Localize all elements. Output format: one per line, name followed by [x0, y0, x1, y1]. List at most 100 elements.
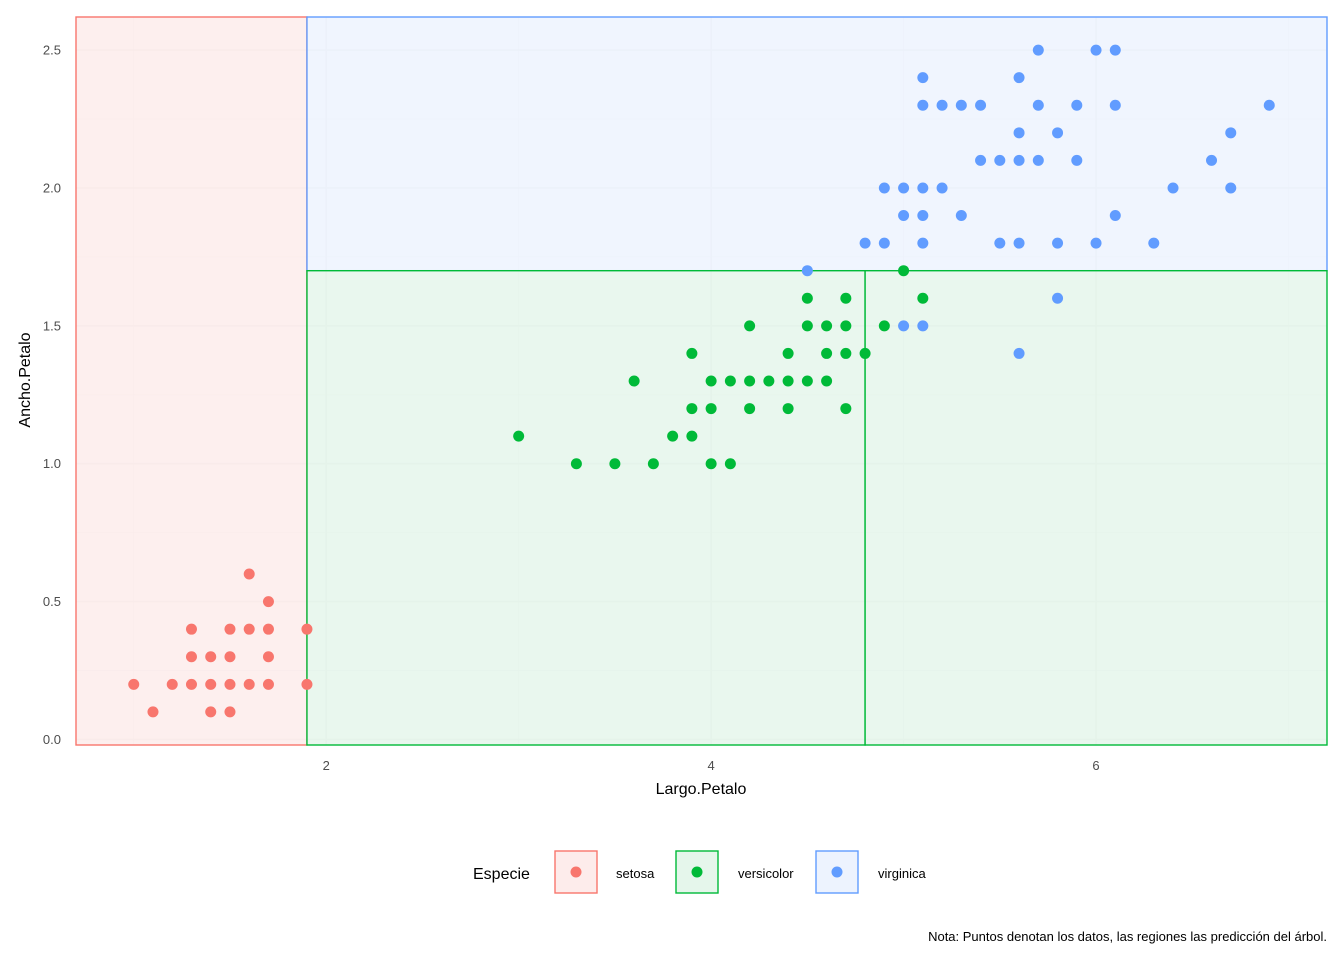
point-virginica	[936, 99, 948, 111]
point-setosa	[185, 651, 197, 663]
point-versicolor	[744, 403, 756, 415]
point-setosa	[185, 678, 197, 690]
region-setosa	[75, 16, 308, 746]
point-setosa	[262, 678, 274, 690]
point-virginica	[994, 154, 1006, 166]
point-virginica	[1071, 154, 1083, 166]
y-tick-label: 0.5	[43, 594, 61, 609]
point-virginica	[955, 210, 967, 222]
point-virginica	[1052, 237, 1064, 249]
region-virginica	[306, 16, 1328, 272]
point-setosa	[185, 623, 197, 635]
point-virginica	[1013, 154, 1025, 166]
point-setosa	[243, 678, 255, 690]
point-virginica	[1090, 44, 1102, 56]
point-virginica	[936, 182, 948, 194]
point-versicolor	[686, 430, 698, 442]
point-virginica	[1109, 99, 1121, 111]
x-tick-label: 2	[323, 758, 330, 773]
legend-key-point-virginica	[831, 866, 843, 878]
chart-caption: Nota: Puntos denotan los datos, las regi…	[928, 929, 1327, 944]
point-versicolor	[821, 320, 833, 332]
point-virginica	[1071, 99, 1083, 111]
y-axis-tick-labels: 0.0 0.5 1.0 1.5 2.0 2.5	[43, 43, 61, 747]
point-setosa	[224, 706, 236, 718]
point-setosa	[128, 678, 140, 690]
point-setosa	[205, 706, 217, 718]
point-versicolor	[782, 375, 794, 387]
point-versicolor	[763, 375, 775, 387]
point-virginica	[1032, 44, 1044, 56]
point-virginica	[1013, 237, 1025, 249]
point-virginica	[898, 210, 910, 222]
point-versicolor	[801, 320, 813, 332]
point-versicolor	[724, 458, 736, 470]
point-versicolor	[801, 375, 813, 387]
point-virginica	[1052, 127, 1064, 139]
point-versicolor	[801, 292, 813, 304]
point-versicolor	[724, 375, 736, 387]
point-versicolor	[840, 320, 852, 332]
region-versicolor	[306, 269, 866, 746]
point-virginica	[1090, 237, 1102, 249]
point-setosa	[224, 651, 236, 663]
point-setosa	[224, 678, 236, 690]
point-versicolor	[628, 375, 640, 387]
point-setosa	[205, 651, 217, 663]
point-versicolor	[513, 430, 525, 442]
point-virginica	[1032, 99, 1044, 111]
point-setosa	[147, 706, 159, 718]
point-virginica	[917, 320, 929, 332]
point-virginica	[1052, 292, 1064, 304]
point-setosa	[166, 678, 178, 690]
point-virginica	[975, 154, 987, 166]
point-setosa	[243, 623, 255, 635]
point-virginica	[975, 99, 987, 111]
data-points	[128, 44, 1275, 718]
legend-label-setosa: setosa	[616, 866, 655, 881]
point-versicolor	[686, 347, 698, 359]
point-virginica	[917, 72, 929, 84]
point-virginica	[1263, 99, 1275, 111]
point-virginica	[1109, 210, 1121, 222]
y-tick-label: 2.0	[43, 180, 61, 195]
point-virginica	[917, 210, 929, 222]
point-versicolor	[647, 458, 659, 470]
point-virginica	[878, 182, 890, 194]
region-versicolor	[864, 269, 1328, 746]
y-tick-label: 2.5	[43, 43, 61, 58]
point-versicolor	[782, 403, 794, 415]
point-versicolor	[840, 347, 852, 359]
prediction-regions	[75, 16, 1328, 746]
point-versicolor	[859, 347, 871, 359]
point-virginica	[801, 265, 813, 277]
legend-key-point-versicolor	[691, 866, 703, 878]
point-virginica	[878, 237, 890, 249]
point-setosa	[262, 596, 274, 608]
point-virginica	[1032, 154, 1044, 166]
point-versicolor	[840, 292, 852, 304]
y-tick-label: 0.0	[43, 732, 61, 747]
point-virginica	[898, 182, 910, 194]
point-versicolor	[705, 458, 717, 470]
point-versicolor	[705, 403, 717, 415]
point-virginica	[917, 182, 929, 194]
y-axis-title: Ancho.Petalo	[17, 332, 34, 427]
point-versicolor	[821, 375, 833, 387]
point-virginica	[1167, 182, 1179, 194]
x-axis-title: Largo.Petalo	[656, 781, 747, 798]
legend: Especie setosa versicolor virginica	[473, 850, 926, 894]
point-setosa	[224, 623, 236, 635]
point-versicolor	[686, 403, 698, 415]
point-setosa	[262, 623, 274, 635]
point-virginica	[1206, 154, 1218, 166]
point-setosa	[262, 651, 274, 663]
point-virginica	[994, 237, 1006, 249]
point-versicolor	[917, 292, 929, 304]
point-virginica	[898, 320, 910, 332]
point-virginica	[917, 237, 929, 249]
point-virginica	[917, 99, 929, 111]
point-virginica	[955, 99, 967, 111]
legend-key-point-setosa	[570, 866, 582, 878]
